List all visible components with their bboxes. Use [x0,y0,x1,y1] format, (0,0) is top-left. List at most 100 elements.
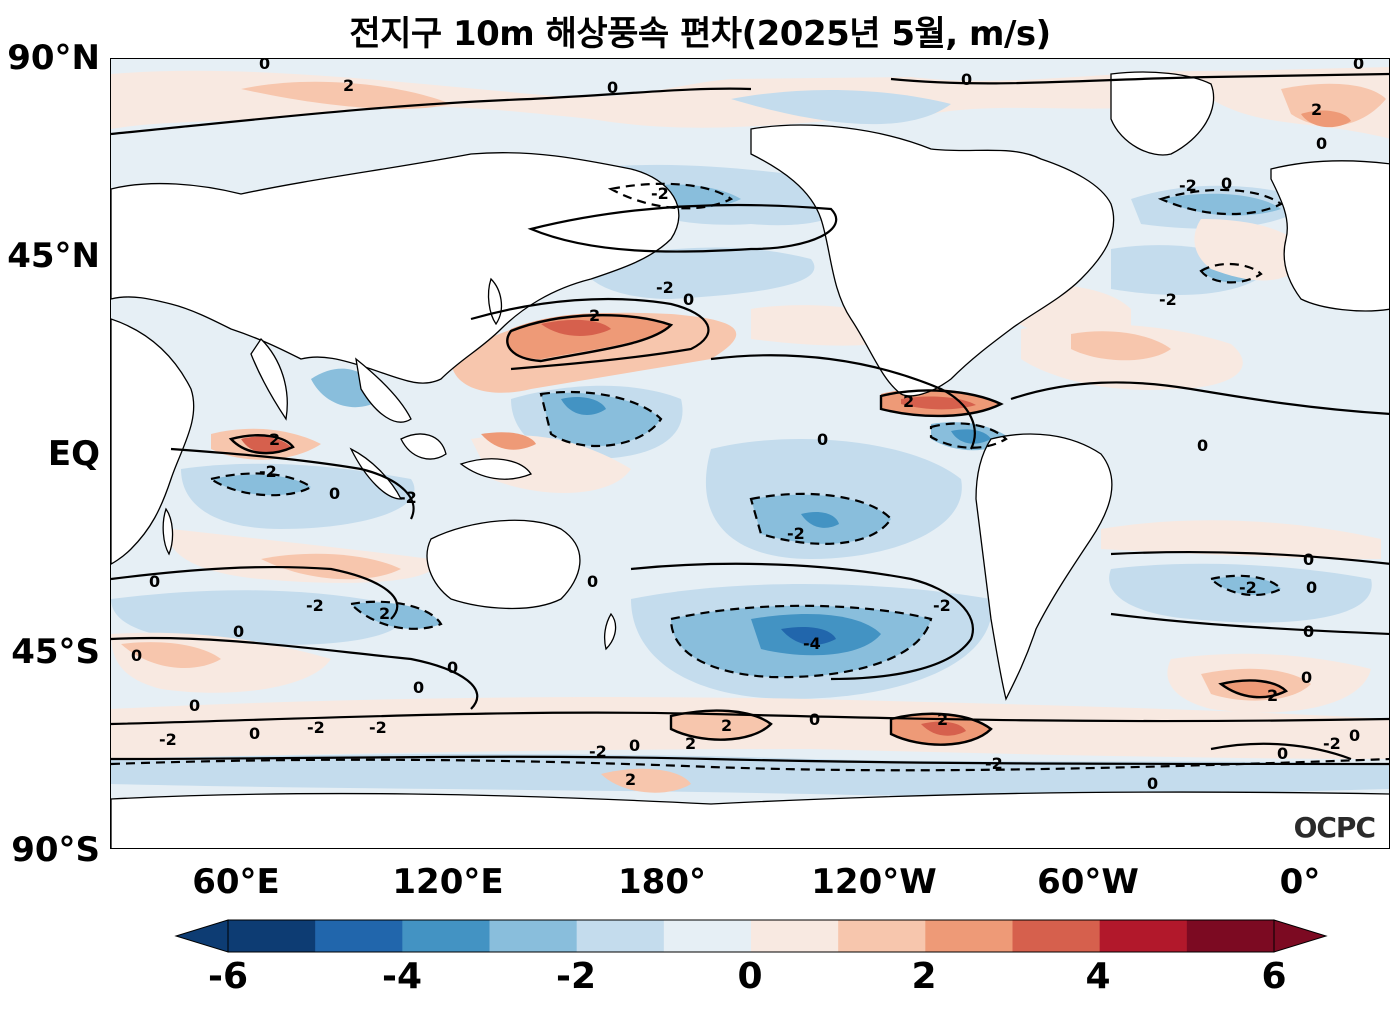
contour-label: 2 [903,392,914,411]
contour-label: 0 [1303,550,1314,569]
lat-label-90n: 90°N [7,38,100,78]
contour-label: 0 [149,572,160,591]
colorbar-tick-0: 0 [737,956,763,997]
colorbar-cell [838,920,926,952]
contour-label: -2 [933,596,951,615]
contour-label-group: 0 2 0 0 0 2 0 -2 -2 0 -2 0 -2 2 2 2 0 0 … [131,59,1364,793]
contour-label: 0 [447,658,458,677]
land-greenland [1110,71,1215,156]
contour-label: 0 [1221,174,1232,193]
contour-label: -2 [787,524,805,543]
contour-label: -2 [1179,176,1197,195]
contour-label: 0 [233,622,244,641]
land-antarctica [111,791,1389,848]
lat-label-45s: 45°S [11,632,100,672]
colorbar-tick-neg6: -6 [208,956,248,997]
anomaly-region [1301,110,1351,128]
contour-label: 2 [685,734,696,753]
colorbar-cell [751,920,839,952]
contour-label: 0 [1303,622,1314,641]
land-north-america [750,124,1115,397]
lat-label-eq: EQ [47,434,100,474]
colorbar-high-extend [1273,919,1328,953]
negative-contours [111,182,1389,772]
anomaly-region [781,627,836,645]
contour-label: 2 [343,76,354,95]
anomaly-region [541,319,611,336]
anomaly-region [1211,576,1281,595]
anomaly-region [731,89,951,125]
anomaly-map: 0 2 0 0 0 2 0 -2 -2 0 -2 0 -2 2 2 2 0 0 … [111,59,1389,848]
contour-label: 0 [809,710,820,729]
colorbar-cells [228,920,1275,952]
contour-label: 0 [1306,578,1317,597]
land-borneo [400,433,447,460]
colorbar-cell [315,920,403,952]
colorbar-tick-neg4: -4 [382,956,422,997]
colorbar-cell [228,920,316,952]
colorbar-low-extend [174,919,229,953]
contour-label: 2 [721,716,732,735]
anomaly-region [921,721,966,736]
land-new-zealand [604,612,617,651]
contour-label: 0 [249,724,260,743]
anomaly-region [121,642,221,668]
zero-contours [111,72,1389,766]
colorbar-tick-6: 6 [1261,956,1287,997]
colorbar-tick-4: 4 [1085,956,1111,997]
colorbar-cell [1099,920,1188,952]
positive-contours [228,313,1289,746]
anomaly-region [111,590,403,645]
anomaly-region [241,81,451,109]
contour-label: -2 [399,488,417,507]
colorbar-cell [1186,920,1275,952]
contour-label: -2 [1323,734,1341,753]
contour-label: -2 [1239,578,1257,597]
contour-label: 0 [1316,134,1327,153]
contour-label: 0 [1147,774,1158,793]
contour-label: 2 [589,306,600,325]
contour-label: 0 [683,290,694,309]
map-title: 전지구 10m 해상풍속 편차(2025년 5월, m/s) [349,14,1051,54]
anomaly-region [1161,193,1281,216]
contour-label: -2 [306,596,324,615]
contour-label: 0 [1353,59,1364,73]
contour-label: -2 [369,718,387,737]
contour-label: 0 [1197,436,1208,455]
colorbar-cell [576,920,665,952]
anomaly-region [211,474,311,496]
contour-label: 0 [607,78,618,97]
land-masses [111,71,1389,848]
land-india [250,337,288,421]
colorbar-tick-neg2: -2 [556,956,596,997]
anomaly-region [261,553,401,580]
lat-label-45n: 45°N [7,236,100,276]
contour-label: 0 [1349,726,1360,745]
land-africa-east [111,318,195,565]
contour-label: 2 [269,430,280,449]
colorbar-tick-2: 2 [911,956,937,997]
land-south-america [975,433,1113,701]
lon-label-180: 180° [618,862,706,902]
lon-label-120e: 120°E [392,862,504,902]
contour-label: 2 [379,604,390,623]
contour-label: -2 [1159,290,1177,309]
anomaly-region [801,512,839,528]
anomaly-region [671,710,771,740]
colorbar-cell [925,920,1013,952]
contour-label: 0 [1277,744,1288,763]
anomaly-region [561,397,606,415]
anomaly-region [601,768,691,793]
contour-label: -2 [589,742,607,761]
lon-label-0: 0° [1279,862,1321,902]
contour-label: -2 [259,462,277,481]
contour-label: -2 [985,754,1003,773]
ocpc-logo: OCPC [1293,811,1376,844]
land-eurasia [111,152,680,384]
contour-label: 0 [131,646,142,665]
contour-label: -2 [307,718,325,737]
contour-label: 0 [1301,668,1312,687]
contour-label: -2 [651,184,669,203]
colorbar-cell [1012,920,1101,952]
colorbar-outline [227,919,1275,953]
